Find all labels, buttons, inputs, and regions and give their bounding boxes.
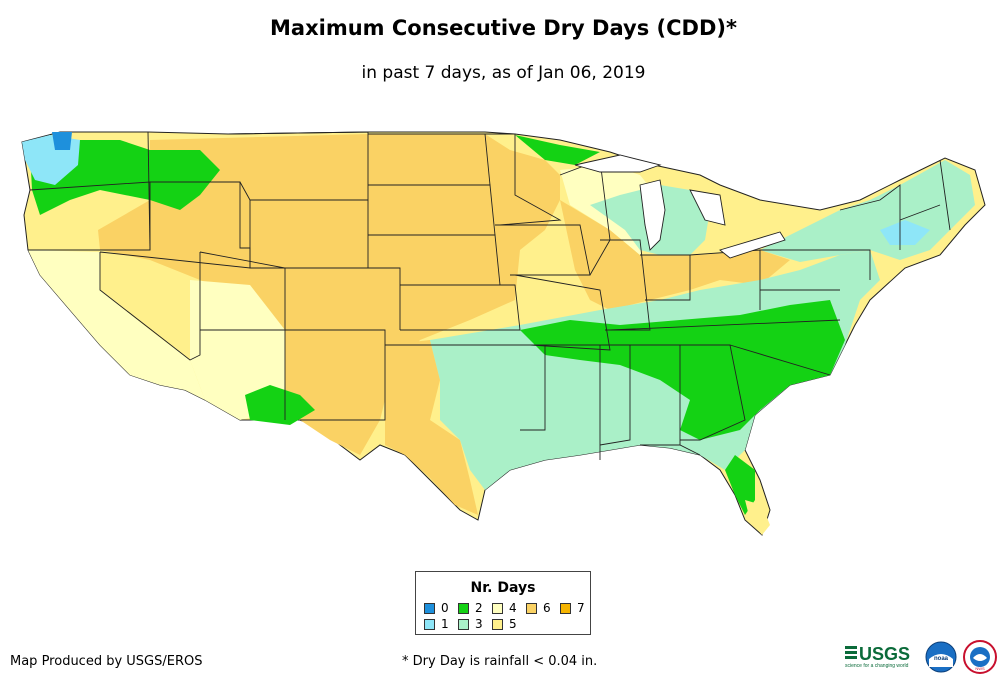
state-borders <box>28 131 951 460</box>
legend-item: 1 <box>424 617 449 631</box>
region-day4-california <box>28 250 205 400</box>
legend-swatch <box>526 602 537 614</box>
legend-item: 6 <box>526 601 551 615</box>
lake-superior <box>574 154 662 173</box>
legend-label: 7 <box>577 601 585 615</box>
legend-swatch <box>458 602 469 614</box>
usgs-tagline: science for a changing world <box>845 663 909 669</box>
map-credit: Map Produced by USGS/EROS <box>10 654 203 669</box>
nws-logo: NWS <box>963 640 997 674</box>
legend-label: 0 <box>441 601 449 615</box>
legend-label: 4 <box>509 601 517 615</box>
legend-item: 7 <box>560 601 585 615</box>
legend-item: 0 <box>424 601 449 615</box>
map-subtitle: in past 7 days, as of Jan 06, 2019 <box>361 63 646 83</box>
region-day6-south <box>385 340 478 515</box>
legend-item: 2 <box>458 601 483 615</box>
legend-item: 4 <box>492 601 517 615</box>
legend-title: Nr. Days <box>470 580 536 596</box>
usgs-logo: USGS science for a changing world <box>845 644 910 669</box>
noaa-logo-text: noaa <box>934 656 949 662</box>
usgs-logo-text: USGS <box>859 644 910 664</box>
region-day6-west <box>98 134 560 455</box>
legend-label: 6 <box>543 601 551 615</box>
legend-label: 3 <box>475 617 483 631</box>
legend-item: 5 <box>492 617 517 631</box>
legend-swatch <box>424 602 435 614</box>
region-day2-mn <box>515 135 600 165</box>
legend-label: 2 <box>475 601 483 615</box>
dry-day-note: * Dry Day is rainfall < 0.04 in. <box>402 654 598 669</box>
legend: Nr. Days 0 1 2 3 4 5 6 7 <box>415 571 591 635</box>
region-day5-florida-tip <box>745 500 770 535</box>
legend-swatch <box>492 602 503 614</box>
region-day2-az <box>245 385 315 425</box>
legend-swatch <box>560 602 571 614</box>
nws-logo-text: NWS <box>975 666 985 671</box>
lake-huron <box>689 189 726 226</box>
legend-label: 1 <box>441 617 449 631</box>
region-day1-northeast <box>880 220 930 245</box>
lake-erie <box>719 231 786 259</box>
region-day2-florida <box>725 455 755 515</box>
map-title: Maximum Consecutive Dry Days (CDD)* <box>270 16 737 40</box>
legend-swatch <box>492 618 503 630</box>
noaa-logo: noaa <box>925 641 957 673</box>
legend-item: 3 <box>458 617 483 631</box>
region-day0-wa <box>52 132 72 150</box>
region-day4-southwest <box>190 280 285 420</box>
legend-swatch <box>424 618 435 630</box>
legend-swatch <box>458 618 469 630</box>
legend-label: 5 <box>509 617 517 631</box>
region-day2-tennessee <box>520 300 845 440</box>
lake-michigan <box>639 179 666 251</box>
